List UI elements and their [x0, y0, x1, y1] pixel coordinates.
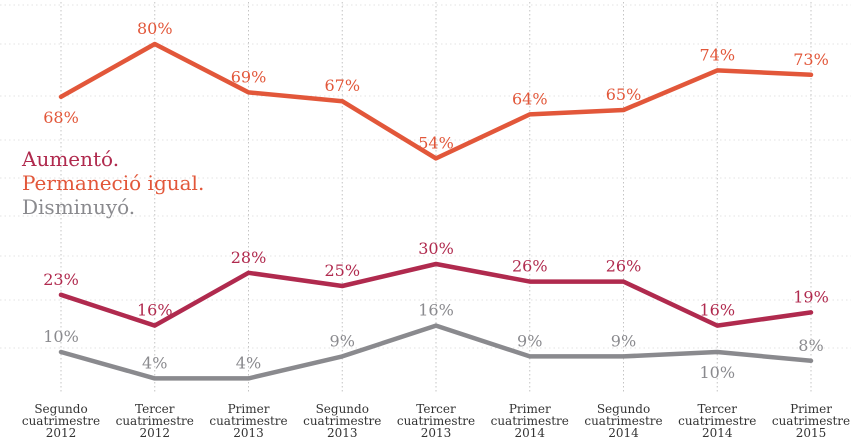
data-labels: 68% 80% 69% 67% 54% 64% 65% 74% 73% 23% 16% 28% 25% 3… [43, 19, 829, 382]
data-label: 19% [793, 287, 829, 306]
data-label: 16% [699, 301, 735, 320]
data-label: 26% [512, 257, 548, 276]
data-label: 65% [606, 85, 642, 104]
data-label: 28% [231, 248, 267, 267]
legend-item: Disminuyó. [22, 195, 135, 219]
data-label: 4% [236, 353, 261, 372]
data-label: 4% [142, 353, 167, 372]
data-label: 74% [699, 45, 735, 64]
data-label: 23% [43, 270, 79, 289]
x-tick-label: Segundo cuatrimestre 2013 [303, 402, 381, 440]
x-tick-label: Primer cuatrimestre 2015 [772, 402, 850, 440]
legend-item: Aumentó. [21, 147, 119, 171]
data-label: 64% [512, 89, 548, 108]
data-label: 25% [324, 261, 360, 280]
data-label: 16% [137, 301, 173, 320]
data-label: 9% [611, 331, 636, 350]
x-tick-label: Segundo cuatrimestre 2014 [584, 402, 662, 440]
grid-lines [0, 2, 851, 394]
data-label: 30% [418, 239, 454, 258]
x-axis-ticks: Segundo cuatrimestre 2012 Tercer cuatrimestr… [22, 402, 850, 440]
legend-item: Permaneció igual. [22, 171, 204, 195]
x-tick-label: Primer cuatrimestre 2013 [209, 402, 287, 440]
data-label: 67% [324, 76, 360, 95]
data-label: 68% [43, 108, 79, 127]
data-label: 9% [517, 331, 542, 350]
data-label: 9% [330, 331, 355, 350]
series-line [58, 261, 814, 328]
series-line [58, 323, 814, 381]
data-label: 10% [43, 327, 79, 346]
data-label: 8% [798, 336, 823, 355]
x-tick-label: Tercer cuatrimestre 2012 [116, 402, 194, 440]
data-label: 26% [606, 257, 642, 276]
legend: Aumentó.Permaneció igual.Disminuyó. [21, 147, 204, 219]
x-tick-label: Primer cuatrimestre 2014 [491, 402, 569, 440]
x-tick-label: Tercer cuatrimestre 2013 [397, 402, 475, 440]
data-label: 73% [793, 50, 829, 69]
x-tick-label: Tercer cuatrimestre 2014 [678, 402, 756, 440]
data-label: 69% [231, 67, 267, 86]
series-line [58, 41, 814, 161]
data-label: 80% [137, 19, 173, 38]
data-label: 16% [418, 301, 454, 320]
data-label: 10% [699, 363, 735, 382]
series-lines [58, 41, 814, 381]
x-tick-label: Segundo cuatrimestre 2012 [22, 402, 100, 440]
data-label: 54% [418, 133, 454, 152]
